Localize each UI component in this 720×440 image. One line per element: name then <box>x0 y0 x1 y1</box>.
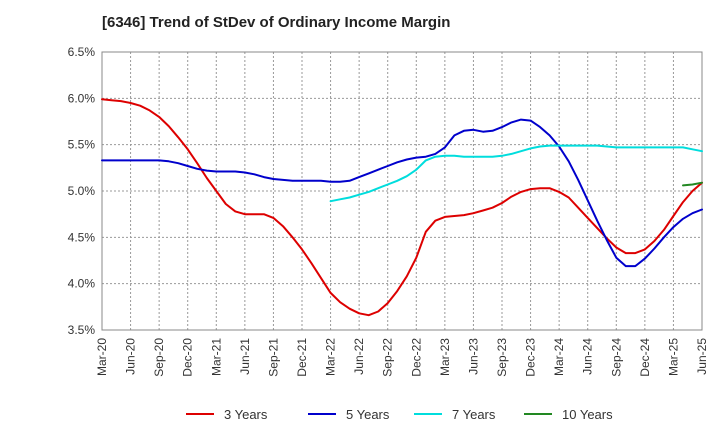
x-tick-label: Jun-20 <box>124 338 138 375</box>
x-tick-label: Mar-23 <box>438 338 452 376</box>
x-tick-label: Sep-21 <box>266 338 280 377</box>
x-tick-label: Sep-22 <box>381 338 395 377</box>
chart-title: [6346] Trend of StDev of Ordinary Income… <box>102 14 451 31</box>
x-tick-label: Sep-24 <box>609 338 623 377</box>
x-tick-label: Dec-20 <box>181 338 195 377</box>
y-tick-label: 4.0% <box>68 277 96 291</box>
x-tick-label: Jun-21 <box>238 338 252 375</box>
plot-frame <box>101 51 703 331</box>
y-tick-label: 6.0% <box>68 91 96 105</box>
x-tick-label: Mar-21 <box>209 338 223 376</box>
legend-label: 3 Years <box>224 407 268 422</box>
series-line-7-years <box>329 144 703 203</box>
series-line-5-years <box>101 118 703 268</box>
legend-label: 5 Years <box>346 407 390 422</box>
x-tick-label: Jun-24 <box>581 338 595 375</box>
x-tick-label: Dec-22 <box>409 338 423 377</box>
y-tick-label: 3.5% <box>68 323 96 337</box>
x-tick-label: Jun-23 <box>466 338 480 375</box>
x-tick-label: Sep-20 <box>152 338 166 377</box>
y-tick-label: 5.5% <box>68 138 96 152</box>
x-tick-label: Jun-22 <box>352 338 366 375</box>
x-tick-label: Mar-25 <box>666 338 680 376</box>
x-tick-label: Jun-25 <box>695 338 709 375</box>
y-tick-label: 4.5% <box>68 230 96 244</box>
series-line-10-years <box>682 181 703 187</box>
y-tick-label: 6.5% <box>68 45 96 59</box>
x-tick-label: Dec-24 <box>638 338 652 377</box>
series-line-3-years <box>101 98 703 317</box>
y-tick-label: 5.0% <box>68 184 96 198</box>
legend-label: 7 Years <box>452 407 496 422</box>
x-tick-label: Mar-20 <box>95 338 109 376</box>
x-tick-label: Dec-23 <box>524 338 538 377</box>
x-tick-label: Mar-24 <box>552 338 566 376</box>
x-tick-label: Sep-23 <box>495 338 509 377</box>
x-tick-label: Mar-22 <box>324 338 338 376</box>
x-tick-label: Dec-21 <box>295 338 309 377</box>
legend-label: 10 Years <box>562 407 613 422</box>
